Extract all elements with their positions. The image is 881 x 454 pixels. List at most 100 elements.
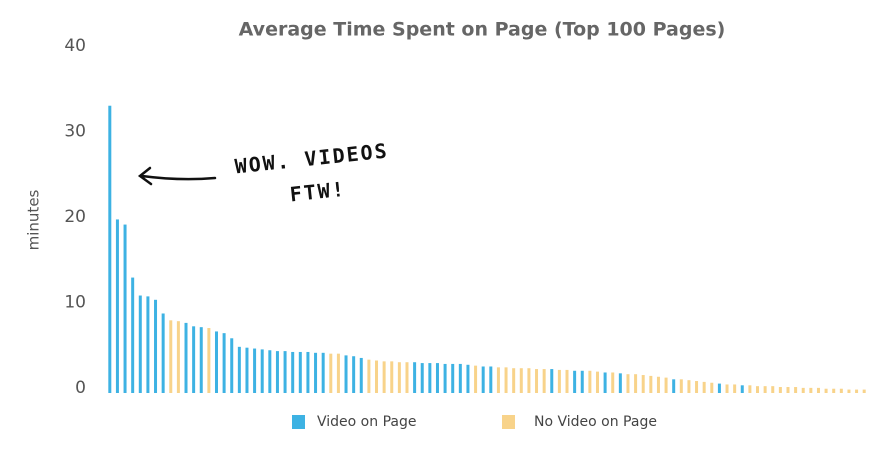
bar [832, 388, 836, 393]
bar [824, 388, 828, 393]
bar [847, 389, 851, 393]
bar [154, 299, 158, 393]
bar [314, 352, 318, 393]
bar [184, 322, 188, 393]
bar [466, 364, 470, 393]
bar [260, 349, 264, 393]
bar [382, 361, 386, 393]
bar [329, 353, 333, 393]
bar [214, 331, 218, 393]
annotation: FTW! [289, 177, 347, 207]
bar [611, 372, 615, 393]
bar [397, 362, 401, 393]
bar [169, 320, 173, 393]
bar [710, 382, 714, 393]
bar [542, 369, 546, 393]
legend-label: No Video on Page [534, 414, 657, 430]
bar [771, 386, 775, 393]
bar [862, 389, 866, 393]
bar [603, 372, 607, 393]
bar [839, 388, 843, 393]
bar [756, 386, 760, 393]
bar [740, 385, 744, 393]
bar [649, 375, 653, 393]
bar [481, 366, 485, 393]
bar [458, 363, 462, 393]
bar [199, 327, 203, 393]
bar [634, 374, 638, 393]
bar [306, 351, 310, 393]
bar [428, 363, 432, 393]
bar [626, 374, 630, 393]
bar [801, 387, 805, 393]
bar [809, 387, 813, 393]
bar [778, 387, 782, 393]
bar [207, 328, 211, 393]
y-tick-label: 30 [64, 122, 86, 142]
bar [641, 375, 645, 393]
bar [557, 369, 561, 393]
bar [451, 363, 455, 393]
bar [405, 362, 409, 393]
annotation: WOW. VIDEOS [234, 138, 390, 178]
bar [679, 379, 683, 393]
bar [352, 356, 356, 393]
bar [656, 376, 660, 393]
bar [443, 363, 447, 393]
bar [321, 352, 325, 393]
bar [192, 326, 196, 393]
bar [702, 381, 706, 393]
bar [283, 351, 287, 393]
bar [717, 383, 721, 393]
y-tick-label: 0 [75, 378, 86, 398]
bar [664, 377, 668, 393]
bar [580, 370, 584, 393]
bar [794, 387, 798, 393]
bar [275, 351, 279, 393]
bar [512, 368, 516, 393]
bar [123, 224, 127, 393]
chart-title: Average Time Spent on Page (Top 100 Page… [239, 19, 726, 41]
bar [687, 380, 691, 393]
legend-swatch [502, 415, 515, 429]
bar [573, 370, 577, 393]
bar [367, 359, 371, 393]
bar [855, 389, 859, 393]
bar [565, 369, 569, 393]
bar [786, 387, 790, 393]
bar [344, 355, 348, 393]
bar [504, 367, 508, 393]
bar [733, 384, 737, 393]
bar [535, 369, 539, 393]
bar [413, 362, 417, 393]
bar [420, 363, 424, 393]
bar [375, 360, 379, 393]
y-axis-label: minutes [25, 189, 43, 250]
y-tick-label: 10 [64, 293, 86, 313]
bar [816, 387, 820, 393]
bar [359, 357, 363, 393]
bar [474, 365, 478, 393]
bar [435, 363, 439, 393]
bar [595, 371, 599, 393]
bar [695, 381, 699, 393]
bar [588, 370, 592, 393]
bar [161, 313, 165, 393]
bar [131, 277, 135, 393]
bar [237, 346, 241, 393]
y-tick-label: 40 [64, 36, 86, 56]
bar [268, 350, 272, 393]
bar [230, 338, 234, 393]
bar [115, 219, 119, 393]
bar [527, 368, 531, 393]
bar [336, 353, 340, 393]
bar [146, 296, 150, 393]
bar [496, 367, 500, 393]
bar [222, 333, 226, 393]
bar [390, 361, 394, 393]
bar [748, 385, 752, 393]
bar [725, 384, 729, 393]
bar [672, 379, 676, 393]
legend-swatch [292, 415, 305, 429]
bar [550, 369, 554, 393]
